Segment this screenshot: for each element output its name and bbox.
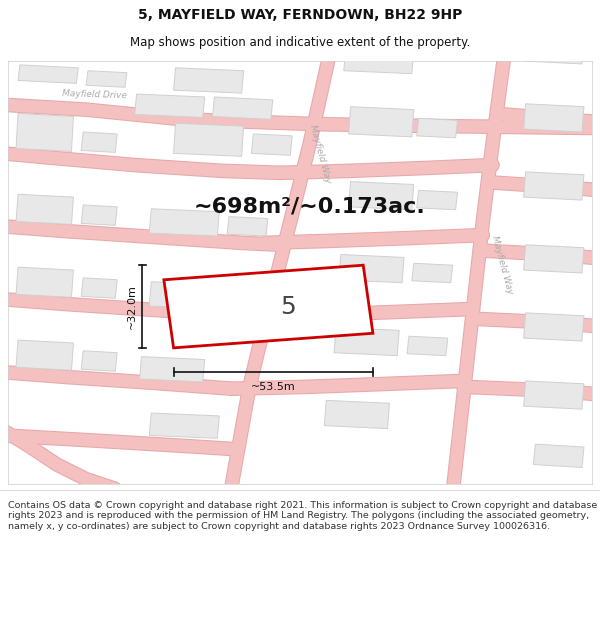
Text: 5, MAYFIELD WAY, FERNDOWN, BH22 9HP: 5, MAYFIELD WAY, FERNDOWN, BH22 9HP <box>138 8 462 22</box>
Polygon shape <box>325 401 389 429</box>
Text: Contains OS data © Crown copyright and database right 2021. This information is : Contains OS data © Crown copyright and d… <box>8 501 597 531</box>
Polygon shape <box>81 132 117 152</box>
Polygon shape <box>16 340 73 370</box>
Polygon shape <box>16 267 73 298</box>
Polygon shape <box>149 413 219 438</box>
Polygon shape <box>149 282 219 309</box>
Polygon shape <box>533 444 584 468</box>
Polygon shape <box>339 254 404 282</box>
Polygon shape <box>227 289 268 309</box>
Text: Mayfield Drive: Mayfield Drive <box>62 89 127 101</box>
Polygon shape <box>227 217 268 236</box>
Polygon shape <box>524 245 584 273</box>
Polygon shape <box>416 191 458 210</box>
Polygon shape <box>524 381 584 409</box>
Polygon shape <box>251 134 292 156</box>
Text: Mayfield Way: Mayfield Way <box>308 123 332 184</box>
Polygon shape <box>416 118 458 138</box>
Polygon shape <box>349 182 414 210</box>
Text: Map shows position and indicative extent of the property.: Map shows position and indicative extent… <box>130 36 470 49</box>
Polygon shape <box>524 39 584 64</box>
Polygon shape <box>16 114 73 151</box>
Polygon shape <box>349 107 414 137</box>
Polygon shape <box>164 265 373 348</box>
Text: ~698m²/~0.173ac.: ~698m²/~0.173ac. <box>194 197 425 217</box>
Polygon shape <box>524 104 584 132</box>
Text: 5: 5 <box>280 294 296 319</box>
Polygon shape <box>86 71 127 88</box>
Polygon shape <box>212 97 273 119</box>
Polygon shape <box>16 194 73 224</box>
Polygon shape <box>344 48 414 74</box>
Polygon shape <box>149 209 219 236</box>
Text: Mayfield Way: Mayfield Way <box>490 235 514 296</box>
Text: ~53.5m: ~53.5m <box>251 382 296 392</box>
Polygon shape <box>173 123 244 156</box>
Polygon shape <box>81 205 117 226</box>
Polygon shape <box>407 336 448 356</box>
Polygon shape <box>412 263 452 282</box>
Text: ~32.0m: ~32.0m <box>127 284 137 329</box>
Polygon shape <box>81 278 117 298</box>
Polygon shape <box>173 68 244 93</box>
Polygon shape <box>134 94 205 118</box>
Polygon shape <box>81 351 117 371</box>
Polygon shape <box>524 313 584 341</box>
Polygon shape <box>140 357 205 382</box>
Polygon shape <box>524 172 584 200</box>
Polygon shape <box>334 328 399 356</box>
Polygon shape <box>18 65 78 83</box>
